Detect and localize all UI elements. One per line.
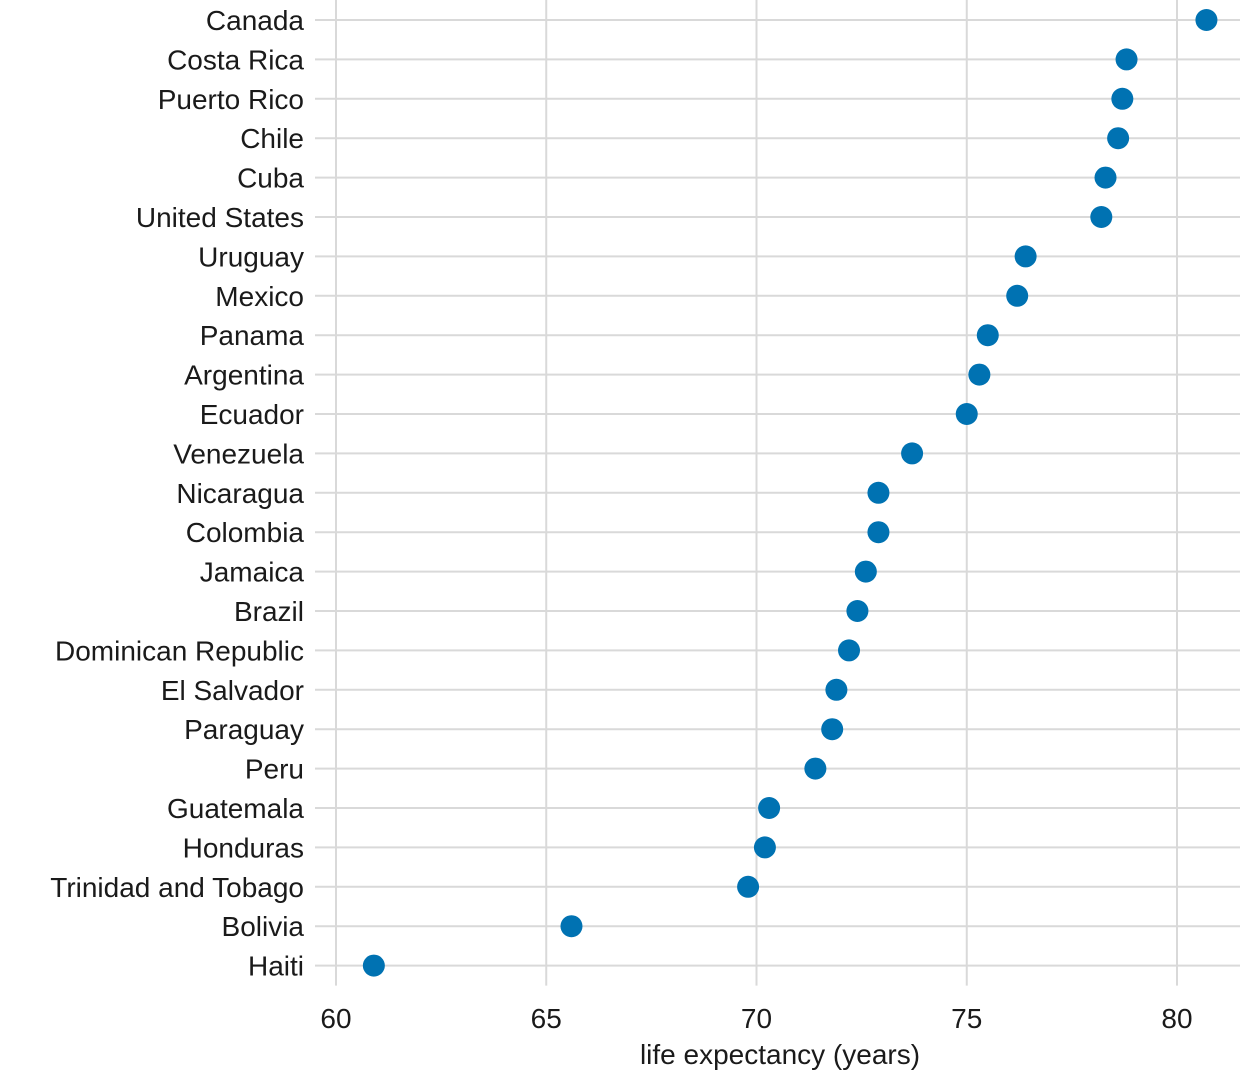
country-labels: Canada Costa Rica Puerto Rico Chile Cuba Unit… [50,5,304,982]
data-point [1107,127,1130,150]
category-label: Jamaica [200,557,305,588]
data-point [846,600,869,622]
data-point [838,639,861,662]
category-label: Chile [240,123,304,154]
data-point [804,757,827,780]
x-tick-label: 75 [951,1003,982,1034]
category-label: Venezuela [173,438,304,469]
data-point [968,363,991,386]
category-label: Costa Rica [167,44,304,75]
data-point [955,403,978,425]
data-point [1115,48,1138,71]
data-points [362,9,1218,977]
data-point [867,481,890,504]
category-label: Argentina [184,360,304,391]
data-point [1111,87,1134,110]
data-point [737,875,760,898]
category-label: Cuba [237,163,304,194]
data-point [753,836,776,859]
category-label: Puerto Rico [158,84,304,115]
data-point [976,324,999,347]
category-label: Guatemala [167,793,304,824]
category-label: Trinidad and Tobago [50,872,304,903]
data-point [1090,206,1113,228]
category-label: Uruguay [198,241,304,272]
data-point [821,718,844,741]
x-tick-label: 60 [320,1003,351,1034]
category-label: United States [136,202,304,233]
category-label: Paraguay [184,714,304,745]
horizontal-gridlines [315,19,1240,967]
data-point [362,954,385,977]
category-label: Honduras [183,832,304,863]
category-label: Haiti [248,951,304,982]
category-label: Brazil [234,596,304,627]
data-point [758,797,781,819]
x-tick-label: 65 [531,1003,562,1034]
data-point [854,560,877,583]
category-label: Canada [206,5,305,36]
category-label: Dominican Republic [55,635,304,666]
data-point [1094,166,1117,189]
data-point [1014,245,1037,268]
category-label: Ecuador [200,399,304,430]
data-point [1006,284,1029,307]
category-label: Panama [200,320,305,351]
data-point [867,521,890,544]
data-point [560,915,583,938]
category-label: Peru [245,754,304,785]
x-axis-tick-labels: 60 65 70 75 80 [320,1003,1192,1034]
x-tick-label: 80 [1161,1003,1192,1034]
data-point [1195,9,1218,31]
category-label: Bolivia [222,911,305,942]
x-tick-label: 70 [741,1003,772,1034]
category-label: El Salvador [161,675,304,706]
category-label: Colombia [186,517,305,548]
data-point [901,442,924,465]
data-point [825,678,848,701]
category-label: Mexico [215,281,304,312]
category-label: Nicaragua [176,478,304,509]
x-axis-title: life expectancy (years) [640,1039,920,1070]
